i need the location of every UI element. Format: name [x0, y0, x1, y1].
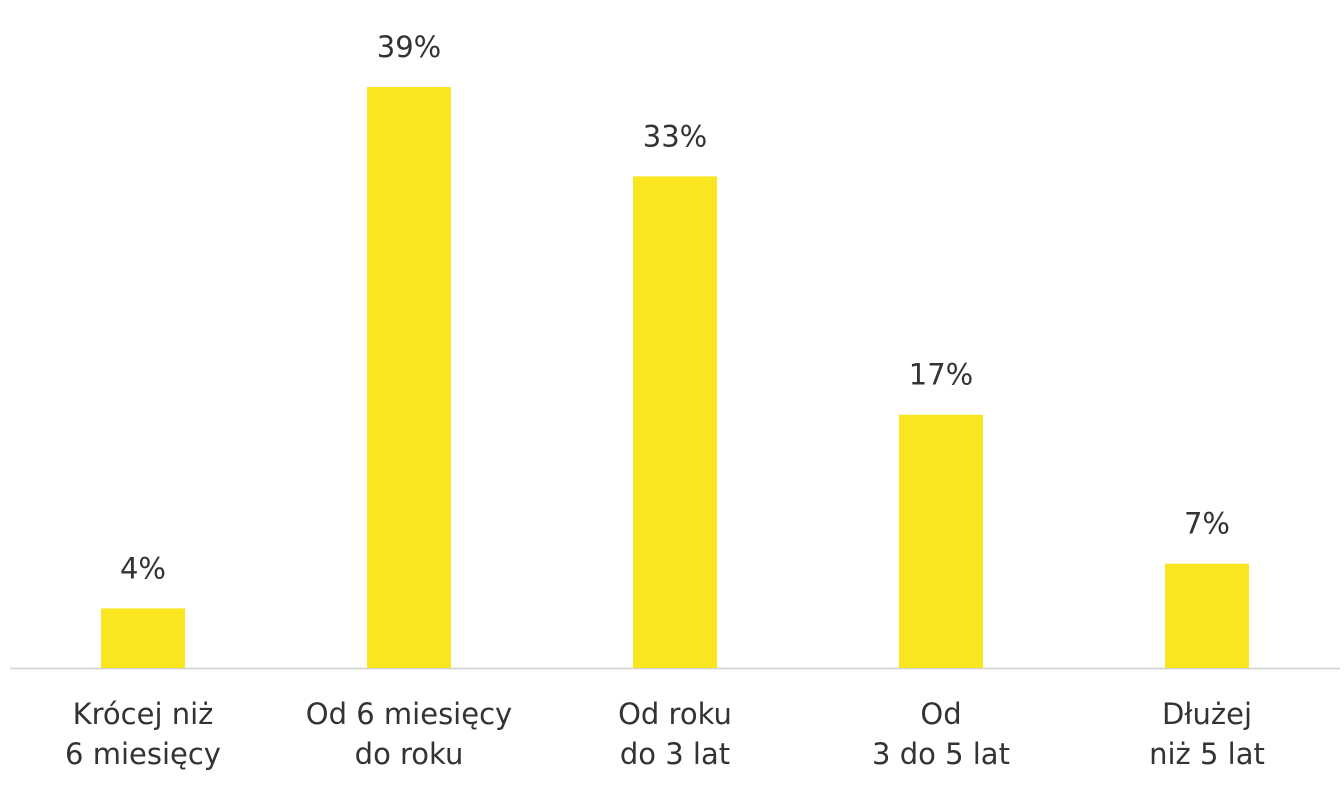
value-label: 17%	[909, 358, 973, 392]
bar	[899, 414, 983, 668]
x-tick-label: Dłużej	[1162, 697, 1252, 731]
bar	[633, 176, 717, 668]
x-tick-label: Od	[920, 697, 961, 731]
x-tick-label: 3 do 5 lat	[872, 737, 1010, 771]
x-tick-label: Od roku	[618, 697, 732, 731]
bar	[101, 608, 185, 668]
bar	[367, 87, 451, 668]
x-tick-label: do 3 lat	[620, 737, 730, 771]
x-tick-label: niż 5 lat	[1149, 737, 1265, 771]
value-label: 4%	[120, 551, 166, 585]
value-label: 7%	[1184, 507, 1230, 541]
bar	[1165, 563, 1249, 668]
value-label: 33%	[643, 119, 707, 153]
x-tick-label: 6 miesięcy	[65, 737, 221, 771]
x-tick-label: do roku	[355, 737, 464, 771]
x-tick-label: Od 6 miesięcy	[306, 697, 512, 731]
value-label: 39%	[377, 30, 441, 64]
x-tick-label: Krócej niż	[73, 697, 214, 731]
